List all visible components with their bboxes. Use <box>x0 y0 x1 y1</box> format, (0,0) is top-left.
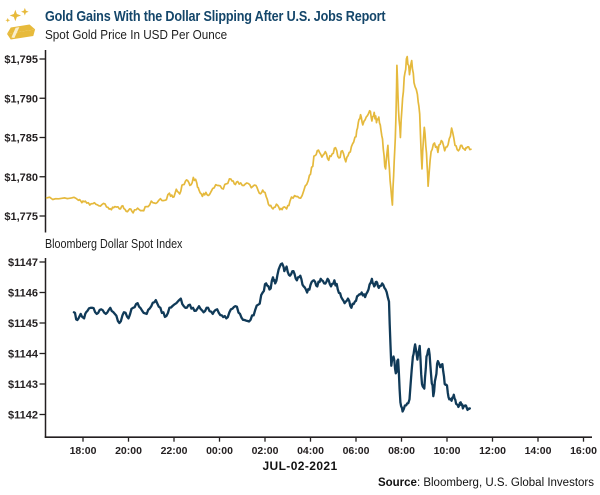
y-tick-label: $1142 <box>8 410 38 422</box>
gold-bar-icon <box>5 7 36 40</box>
x-tick-label: 02:00 <box>252 445 279 457</box>
y-tick-label: $1146 <box>8 288 38 300</box>
y-tick-label: $1,780 <box>4 172 38 184</box>
x-tick-label: 18:00 <box>70 445 97 457</box>
y-tick-label: $1144 <box>8 349 39 361</box>
sparkle-icon <box>5 17 11 23</box>
gold-series-line <box>45 55 472 214</box>
x-tick-label: 04:00 <box>297 445 324 457</box>
x-tick-label: 06:00 <box>343 445 370 457</box>
y-tick-label: $1143 <box>8 379 38 391</box>
x-axis-date-label: JUL-02-2021 <box>262 459 338 473</box>
dollar-series-line <box>72 262 471 413</box>
y-tick-label: $1,775 <box>4 211 38 223</box>
source-text: : Bloomberg, U.S. Global Investors <box>416 477 594 489</box>
source-label: Source <box>377 477 417 489</box>
y-tick-label: $1,790 <box>4 93 38 105</box>
sparkle-icon <box>21 7 29 16</box>
x-tick-label: 08:00 <box>388 445 415 457</box>
source-note: Source: Bloomberg, U.S. Global Investors <box>378 477 594 489</box>
x-tick-label: 14:00 <box>525 445 552 457</box>
page-title: Gold Gains With the Dollar Slipping Afte… <box>45 8 386 25</box>
dollar-chart-label: Bloomberg Dollar Spot Index <box>45 237 183 251</box>
y-tick-label: $1145 <box>8 318 38 330</box>
y-tick-label: $1,785 <box>4 133 38 145</box>
sparkle-icon <box>9 9 22 22</box>
gold-chart-label: Spot Gold Price In USD Per Ounce <box>45 27 228 42</box>
x-tick-label: 22:00 <box>161 445 188 457</box>
y-tick-label: $1147 <box>8 257 38 269</box>
x-tick-label: 16:00 <box>570 445 597 457</box>
y-tick-label: $1,795 <box>4 54 38 66</box>
x-tick-label: 12:00 <box>479 445 506 457</box>
x-tick-label: 10:00 <box>434 445 461 457</box>
x-tick-label: 00:00 <box>206 445 233 457</box>
x-tick-label: 20:00 <box>115 445 142 457</box>
